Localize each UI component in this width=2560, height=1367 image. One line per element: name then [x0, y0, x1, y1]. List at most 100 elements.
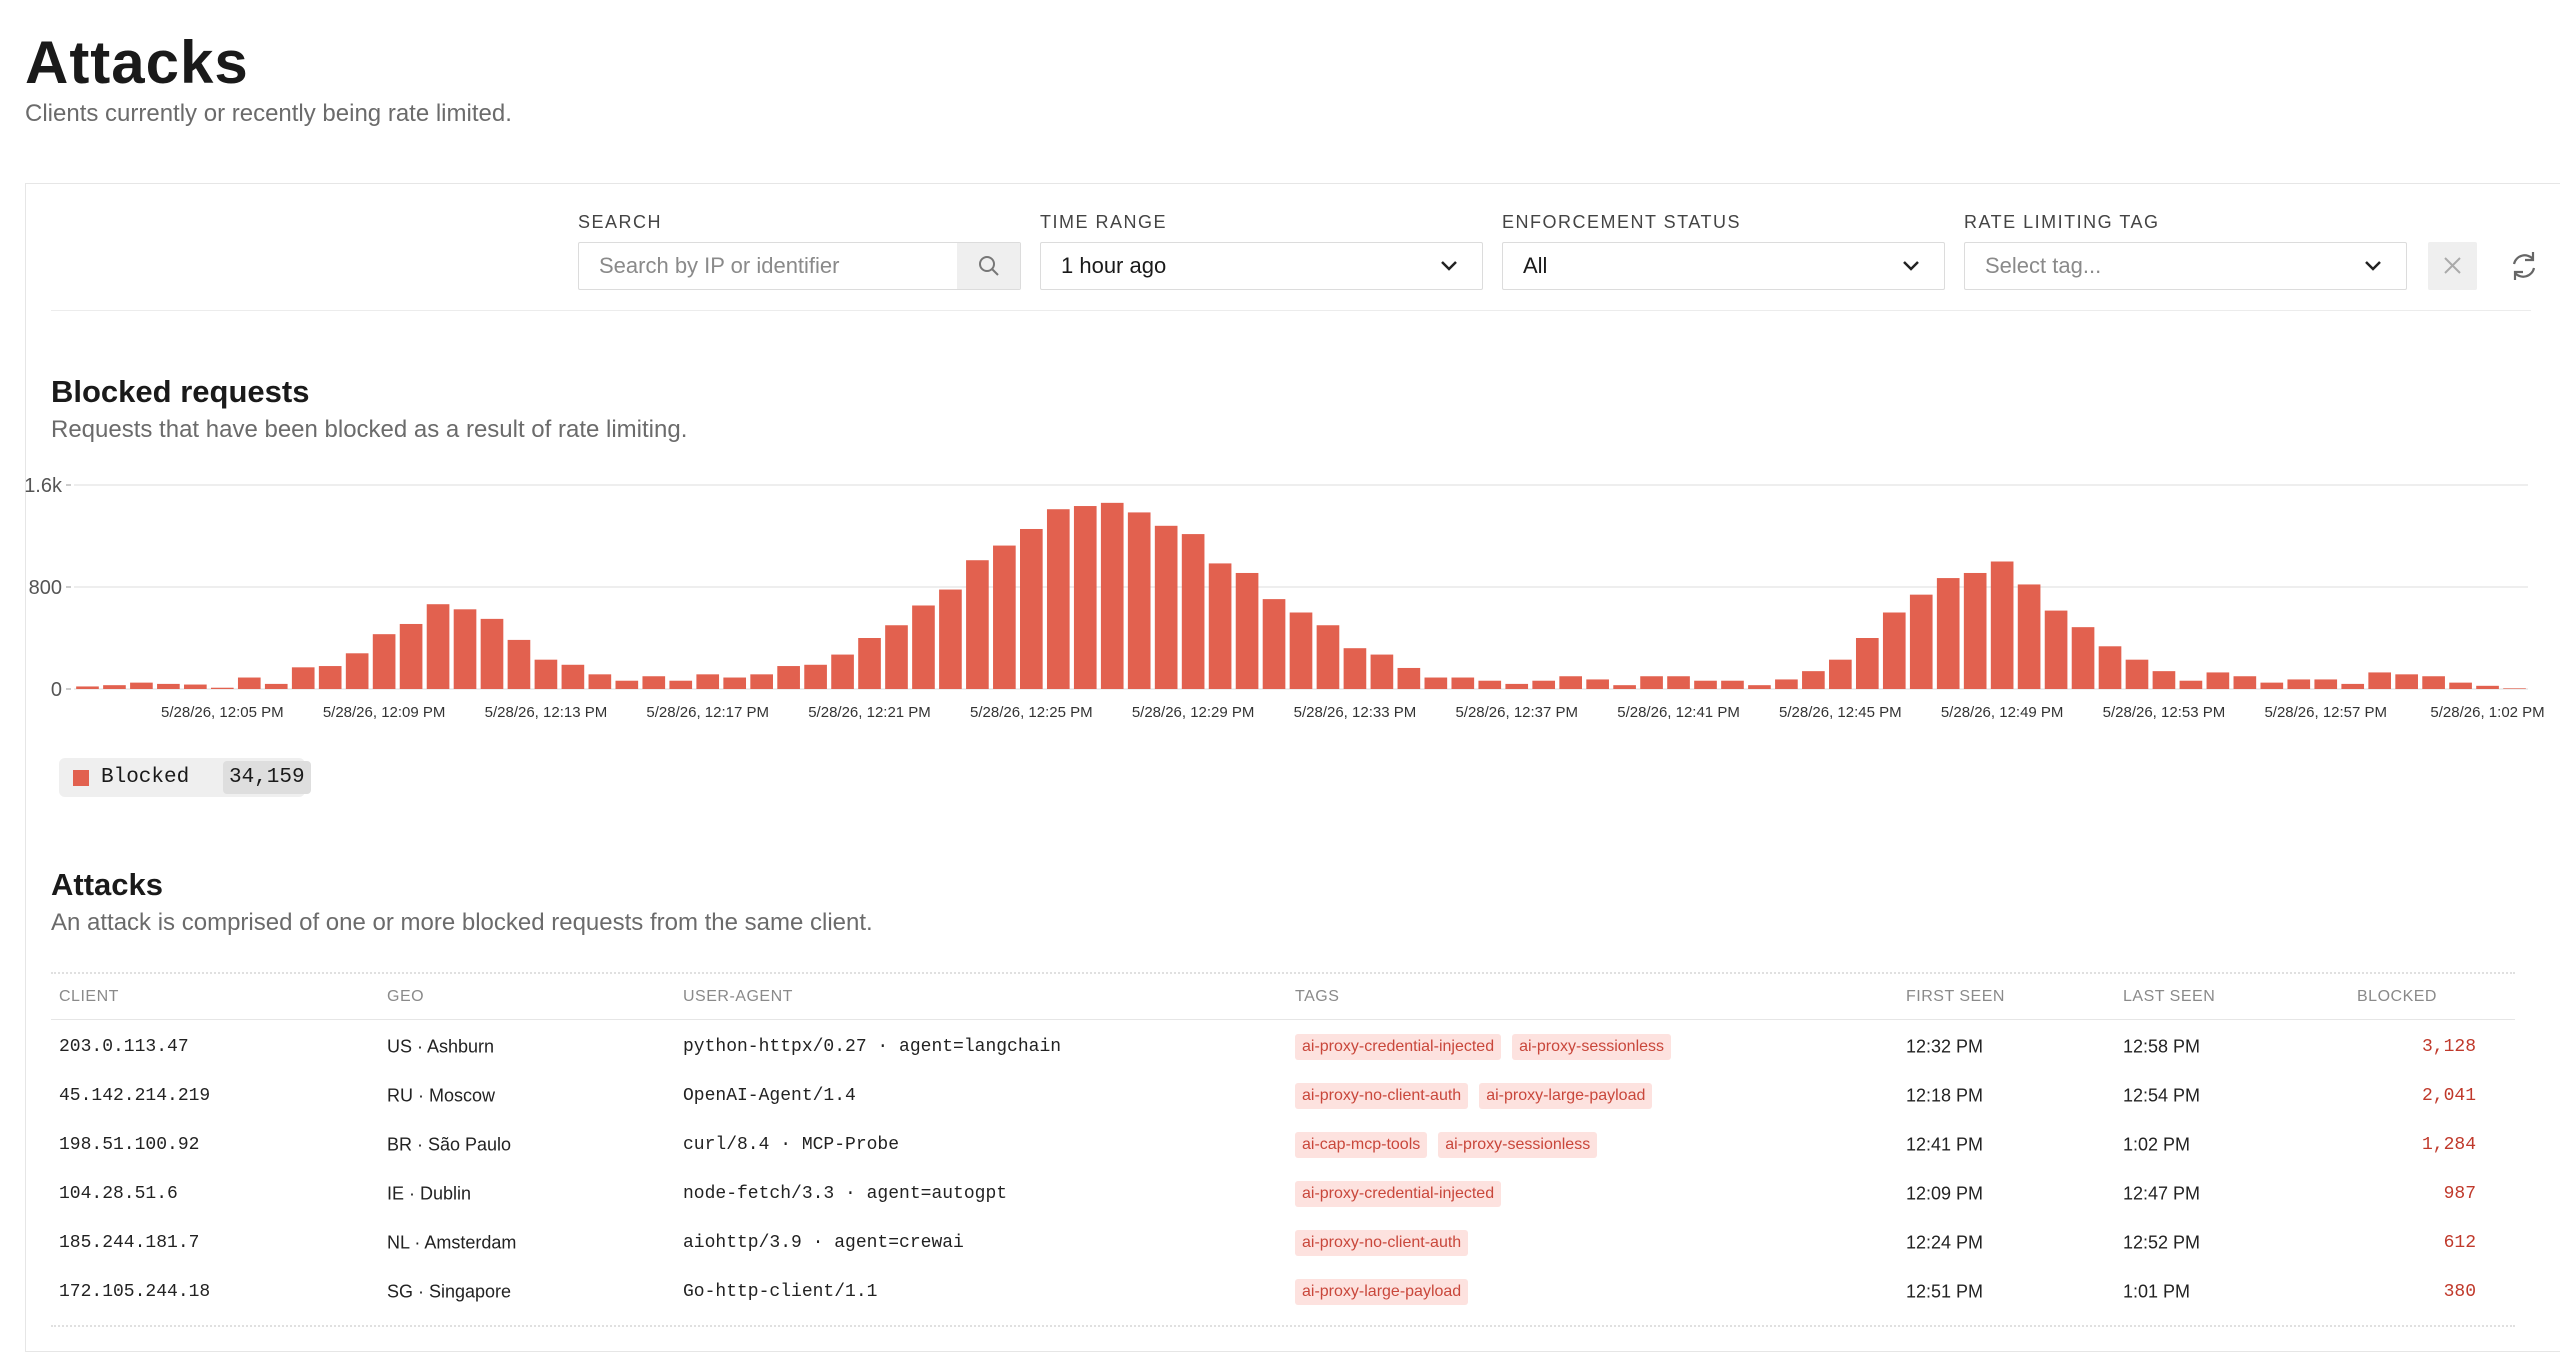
- chart-title: Blocked requests: [51, 374, 310, 409]
- panel: [25, 183, 2560, 1352]
- bar: [1181, 534, 1205, 689]
- tag: ai-proxy-credential-injected: [1295, 1181, 1502, 1207]
- bar: [912, 605, 935, 689]
- bar: [2341, 683, 2365, 689]
- section-subtitle: An attack is comprised of one or more bl…: [51, 909, 873, 936]
- search-input[interactable]: Search by IP or identifier: [578, 242, 1021, 290]
- search-icon: [979, 256, 999, 276]
- cell-geo: RU · Moscow: [387, 1085, 496, 1106]
- bar: [1127, 512, 1151, 689]
- bar: [615, 680, 639, 689]
- cell-blocked: 2,041: [2421, 1086, 2476, 1106]
- bar: [76, 686, 99, 689]
- cell-client: 185.244.181.7: [59, 1233, 200, 1253]
- bar: [2476, 685, 2499, 689]
- bar: [372, 634, 396, 689]
- bar: [157, 683, 180, 689]
- x-tick-label: 5/28/26, 12:29 PM: [1132, 704, 1255, 721]
- bar: [1451, 677, 1475, 689]
- bar: [1343, 648, 1367, 689]
- bar: [2368, 672, 2392, 689]
- bar: [939, 589, 962, 689]
- bar: [2044, 610, 2068, 689]
- cell-user-agent: aiohttp/3.9 · agent=crewai: [683, 1233, 964, 1253]
- cell-tags: ai-proxy-no-client-auth: [1295, 1230, 1479, 1256]
- tag-select[interactable]: Select tag...: [1964, 242, 2407, 290]
- cell-first-seen: 12:32 PM: [1906, 1036, 1984, 1057]
- x-tick-label: 5/28/26, 12:49 PM: [1941, 704, 2064, 721]
- cell-client: 172.105.244.18: [59, 1282, 211, 1302]
- refresh-icon: [2512, 252, 2536, 280]
- bar: [1748, 685, 1771, 689]
- bar: [1532, 680, 1556, 689]
- y-tick-label: 1.6k: [24, 475, 63, 497]
- filter-label: RATE LIMITING TAG: [1964, 212, 2160, 232]
- legend: Blocked 34,159: [59, 758, 311, 797]
- cell-geo: NL · Amsterdam: [387, 1232, 517, 1253]
- chevron: [2365, 261, 2381, 271]
- divider: [51, 310, 2531, 311]
- bar: [1370, 654, 1394, 689]
- tag: ai-proxy-no-client-auth: [1295, 1083, 1469, 1109]
- cell-first-seen: 12:09 PM: [1906, 1183, 1984, 1204]
- clear-button[interactable]: [2428, 242, 2477, 290]
- placeholder: Search by IP or identifier: [599, 253, 840, 278]
- bar: [1667, 676, 1690, 689]
- bar: [2260, 682, 2284, 689]
- bar: [1802, 671, 1825, 689]
- filter-label: TIME RANGE: [1040, 212, 1168, 232]
- bar: [2422, 676, 2445, 689]
- x-tick-label: 5/28/26, 12:57 PM: [2264, 704, 2387, 721]
- refresh-button[interactable]: [2500, 242, 2548, 290]
- legend-label: Blocked: [101, 766, 190, 789]
- bar: [642, 676, 666, 689]
- bar: [1289, 612, 1313, 689]
- cell-user-agent: curl/8.4 · MCP-Probe: [683, 1135, 900, 1155]
- bar: [1154, 525, 1178, 689]
- bar: [2287, 679, 2311, 689]
- bar: [1478, 680, 1502, 689]
- bar: [588, 674, 612, 689]
- bar: [1586, 679, 1609, 689]
- bar: [2125, 659, 2149, 689]
- bar: [1775, 679, 1798, 689]
- bar: [1397, 667, 1421, 689]
- cell-last-seen: 12:52 PM: [2123, 1232, 2201, 1253]
- cell-blocked: 612: [2443, 1233, 2476, 1253]
- bar: [1559, 676, 1582, 689]
- bar: [2449, 682, 2472, 689]
- bar: [1208, 563, 1232, 689]
- cell-last-seen: 12:54 PM: [2123, 1085, 2201, 1106]
- bar: [561, 664, 585, 689]
- cell-client: 45.142.214.219: [59, 1086, 211, 1106]
- bar: [1235, 572, 1259, 689]
- table-bottom-rule: [51, 1325, 2515, 1327]
- chevron: [1903, 261, 1919, 271]
- bar: [1936, 578, 1960, 689]
- bar: [1640, 676, 1663, 689]
- filter-label: ENFORCEMENT STATUS: [1502, 212, 1742, 232]
- legend-swatch: [73, 770, 89, 786]
- x-tick-label: 5/28/26, 12:41 PM: [1617, 704, 1740, 721]
- bar: [1505, 683, 1529, 689]
- tag: ai-proxy-no-client-auth: [1295, 1230, 1469, 1256]
- bar: [399, 623, 423, 689]
- column-header: FIRST SEEN: [1906, 988, 2005, 1005]
- x-tick-label: 5/28/26, 12:17 PM: [646, 704, 769, 721]
- column-header: CLIENT: [59, 988, 119, 1005]
- bar: [534, 659, 558, 689]
- bar: [696, 674, 720, 689]
- search-button[interactable]: [957, 243, 1020, 289]
- bar: [2017, 584, 2041, 689]
- bar: [885, 625, 908, 689]
- bar: [318, 666, 342, 689]
- cell-geo: SG · Singapore: [387, 1281, 512, 1302]
- x-tick-label: 5/28/26, 12:05 PM: [161, 704, 284, 721]
- table-top-rule: [51, 972, 2515, 974]
- status-select[interactable]: All: [1502, 242, 1945, 290]
- cell-last-seen: 12:58 PM: [2123, 1036, 2201, 1057]
- page-subtitle: Clients currently or recently being rate…: [25, 100, 512, 127]
- time-range-select[interactable]: 1 hour ago: [1040, 242, 1483, 290]
- cell-tags: ai-proxy-credential-injected ai-proxy-ses…: [1295, 1034, 1682, 1060]
